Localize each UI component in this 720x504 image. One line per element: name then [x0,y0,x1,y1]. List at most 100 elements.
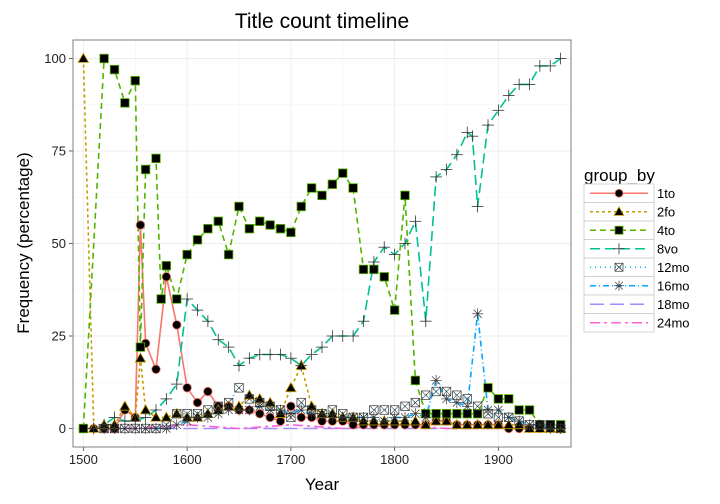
chart-title: Title count timeline [235,10,409,33]
data-point-marker [222,341,235,353]
data-point-marker [160,423,172,434]
legend-label: 18mo [657,297,690,312]
data-point-marker [203,386,213,397]
marker-shape [276,405,285,415]
data-point-marker [161,272,172,282]
data-point-marker [264,404,276,416]
data-point-marker [254,400,266,412]
series-line-24mo [83,423,561,430]
marker-shape [462,394,472,404]
marker-shape [430,415,442,426]
data-point-marker [275,416,286,426]
data-point-marker [243,404,255,416]
marker-shape [265,220,275,230]
data-point-marker [614,225,624,235]
marker-shape [182,383,192,393]
legend-item-4to: 4to [583,220,675,240]
legend-label: 2fo [657,204,675,219]
marker-shape [369,405,379,415]
data-point-marker [337,412,349,423]
data-point-marker [451,148,463,161]
data-point-marker [368,412,380,423]
data-point-marker [409,408,421,420]
marker-shape [306,183,317,193]
x-tick-label: 1700 [276,452,305,467]
data-point-marker [492,404,504,416]
data-point-marker [192,412,203,423]
axes: 1500 1600 1700 1800 1900 0 25 50 75 100 [44,39,572,467]
marker-shape [110,424,119,433]
x-tick-label: 1800 [380,452,409,467]
marker-shape [141,424,150,433]
legend-label: 12mo [657,260,690,275]
data-point-marker [244,224,255,234]
legend-item-8vo: 8vo [583,239,678,259]
marker-shape [151,424,161,433]
data-point-marker [409,215,422,228]
marker-shape [275,416,286,426]
data-point-marker [212,333,225,346]
marker-shape [151,364,161,374]
data-point-marker [451,397,463,408]
data-point-marker [181,415,193,427]
data-point-marker [471,418,484,430]
marker-shape [224,405,233,415]
marker-shape [224,398,234,408]
marker-shape [473,401,483,411]
marker-shape [502,418,515,430]
data-point-marker [203,224,213,234]
data-point-marker [171,419,183,431]
data-point-marker [120,98,130,108]
data-point-marker [441,393,452,405]
marker-shape [614,263,624,272]
marker-shape [409,415,422,426]
legend-title: group_by [584,166,655,185]
marker-shape [327,405,337,415]
marker-shape [255,402,265,411]
data-point-marker [502,89,515,102]
data-point-marker [139,411,152,424]
marker-shape [286,409,296,418]
marker-shape [172,409,182,419]
marker-shape [285,381,297,393]
data-point-marker [181,293,193,305]
marker-shape [77,52,90,63]
data-point-marker [483,383,493,393]
data-point-marker [400,190,410,201]
marker-shape [473,401,483,411]
data-point-marker [347,330,359,342]
marker-shape [400,413,410,422]
marker-shape [410,397,421,408]
data-point-marker [156,294,166,304]
data-point-marker [150,423,162,434]
y-axis-title: Frequency (percentage) [14,152,33,333]
data-point-marker [410,397,421,408]
marker-shape [203,405,213,415]
marker-shape [234,201,244,212]
marker-shape [492,418,505,430]
marker-shape [442,387,451,396]
data-point-marker [357,315,370,328]
marker-shape [151,153,161,164]
marker-shape [156,294,166,304]
legend-item-1to: 1to [583,183,675,203]
data-point-marker [172,320,182,330]
data-point-marker [430,171,442,183]
marker-shape [441,409,452,419]
marker-shape [461,418,474,430]
marker-shape [472,409,483,419]
y-tick-label: 50 [52,236,66,251]
marker-shape [193,413,202,422]
data-point-marker [326,330,339,342]
data-point-marker [613,280,625,291]
data-point-marker [223,249,234,260]
legend-item-24mo: 24mo [583,313,690,333]
marker-shape [192,397,203,408]
data-point-marker [358,264,369,275]
data-point-marker [410,375,421,386]
marker-shape [400,190,410,201]
data-point-marker [275,404,286,416]
data-point-marker [482,404,494,416]
data-point-marker [316,341,328,353]
data-point-marker [473,401,483,411]
